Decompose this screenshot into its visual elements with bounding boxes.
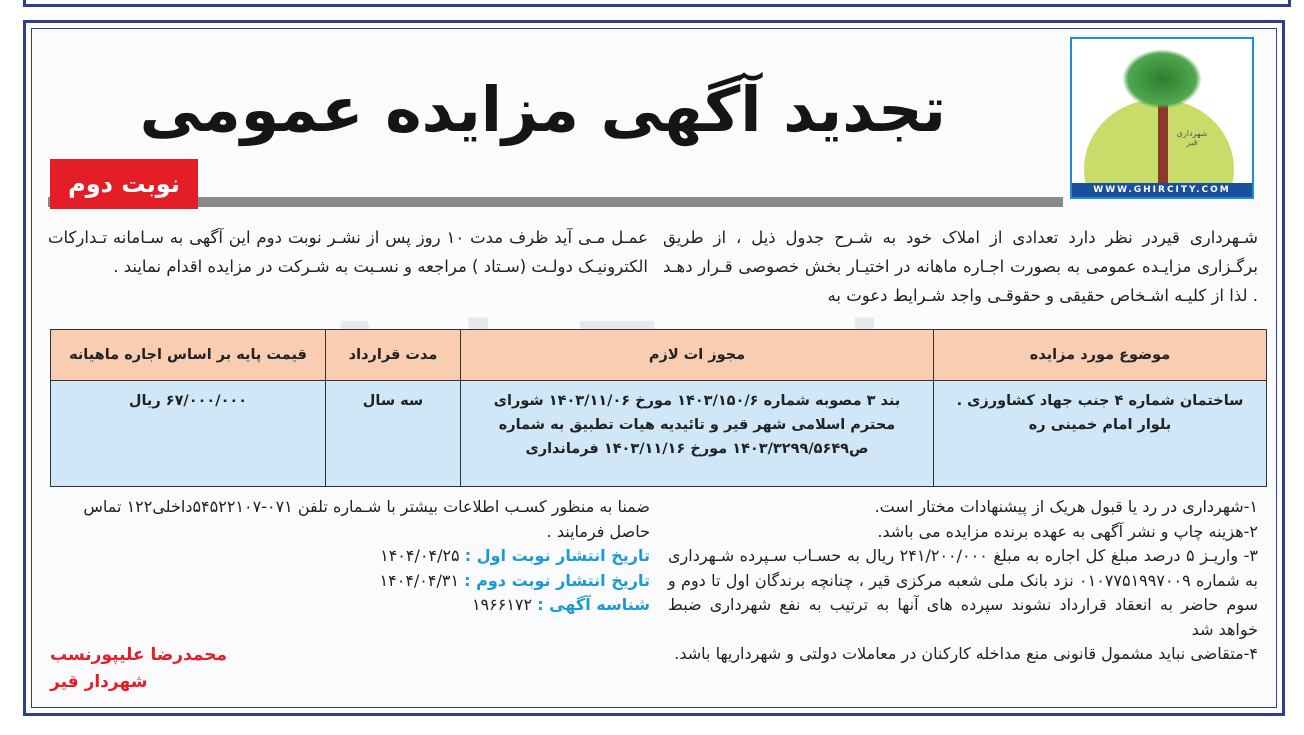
first-publish-value: ۱۴۰۴/۰۴/۲۵ bbox=[380, 546, 460, 565]
ad-content: AriaTender شهرداری قیر WWW.GHIRCITY.COM … bbox=[31, 28, 1277, 708]
cell-permits: بند ۳ مصوبه شماره ۱۴۰۳/۱۵۰/۶ مورخ ۱۴۰۳/۱… bbox=[460, 380, 934, 487]
contact-block: ضمنا به منظور کسـب اطلاعات بیشتر با شـما… bbox=[50, 495, 650, 618]
auction-table: موضوع مورد مزایده مجوز ات لازم مدت قرارد… bbox=[50, 329, 1267, 487]
second-publish-date: تاریخ انتشار نوبت دوم : ۱۴۰۴/۰۴/۳۱ bbox=[50, 569, 650, 594]
header-duration: مدت قرارداد bbox=[325, 329, 461, 381]
ad-id-value: ۱۹۶۶۱۷۲ bbox=[471, 595, 533, 614]
logo-url: WWW.GHIRCITY.COM bbox=[1072, 183, 1252, 197]
signer-name: محمدرضا علیپورنسب bbox=[50, 645, 228, 665]
cell-base-price: ۶۷/۰۰۰/۰۰۰ ریال bbox=[50, 380, 326, 487]
ad-id: شناسه آگهی : ۱۹۶۶۱۷۲ bbox=[50, 593, 650, 618]
second-publish-value: ۱۴۰۴/۰۴/۳۱ bbox=[379, 570, 460, 590]
ad-frame: AriaTender شهرداری قیر WWW.GHIRCITY.COM … bbox=[23, 20, 1285, 716]
cell-duration: سه سال bbox=[325, 380, 461, 487]
condition-item: ۱-شهرداری در رد یا قبول هریک از پیشنهادا… bbox=[874, 497, 1258, 516]
first-publish-label: تاریخ انتشار نوبت اول : bbox=[464, 546, 650, 565]
signer-title: شهردار قیر bbox=[50, 672, 148, 692]
ad-id-label: شناسه آگهی : bbox=[537, 595, 650, 614]
contact-text: ضمنا به منظور کسـب اطلاعات بیشتر با شـما… bbox=[83, 497, 650, 541]
table-row: ساختمان شماره ۴ جنب جهاد کشاورزی . بلوار… bbox=[50, 380, 1267, 487]
conditions-list: ۱-شهرداری در رد یا قبول هریک از پیشنهادا… bbox=[668, 495, 1258, 667]
intro-left: عمـل مـی آید ظرف مدت ۱۰ روز پس از نشـر ن… bbox=[48, 228, 648, 276]
divider bbox=[48, 197, 1063, 207]
previous-ad-border bbox=[23, 0, 1291, 7]
header-subject: موضوع مورد مزایده bbox=[933, 329, 1267, 381]
round-badge: نوبت دوم bbox=[50, 159, 198, 209]
condition-item: ۳- واریـز ۵ درصد مبلغ کل اجاره به مبلغ ۲… bbox=[668, 546, 1259, 639]
intro-right: شـهرداری قیردر نظر دارد تعدادی از املاک … bbox=[663, 228, 1258, 305]
header-permits: مجوز ات لازم bbox=[460, 329, 934, 381]
second-publish-label: تاریخ انتشار نوبت دوم : bbox=[464, 570, 650, 590]
condition-item: ۲-هزینه چاپ و نشر آگهی به عهده برنده مزا… bbox=[877, 521, 1258, 541]
page-title: تجدید آگهی مزایده عمومی bbox=[139, 73, 947, 146]
first-publish-date: تاریخ انتشار نوبت اول : ۱۴۰۴/۰۴/۲۵ bbox=[50, 544, 650, 569]
palm-trunk bbox=[1158, 99, 1168, 183]
palm-crown-icon bbox=[1122, 49, 1202, 109]
cell-subject: ساختمان شماره ۴ جنب جهاد کشاورزی . بلوار… bbox=[933, 380, 1267, 487]
municipality-logo: شهرداری قیر WWW.GHIRCITY.COM bbox=[1070, 37, 1254, 199]
condition-item: ۴-متقاضی نباید مشمول قانونی منع مداخله ک… bbox=[674, 644, 1258, 663]
header-base-price: قیمت پایه بر اساس اجاره ماهیانه bbox=[50, 329, 326, 381]
logo-name: شهرداری قیر bbox=[1176, 129, 1208, 147]
table-header-row: موضوع مورد مزایده مجوز ات لازم مدت قرارد… bbox=[50, 329, 1267, 381]
